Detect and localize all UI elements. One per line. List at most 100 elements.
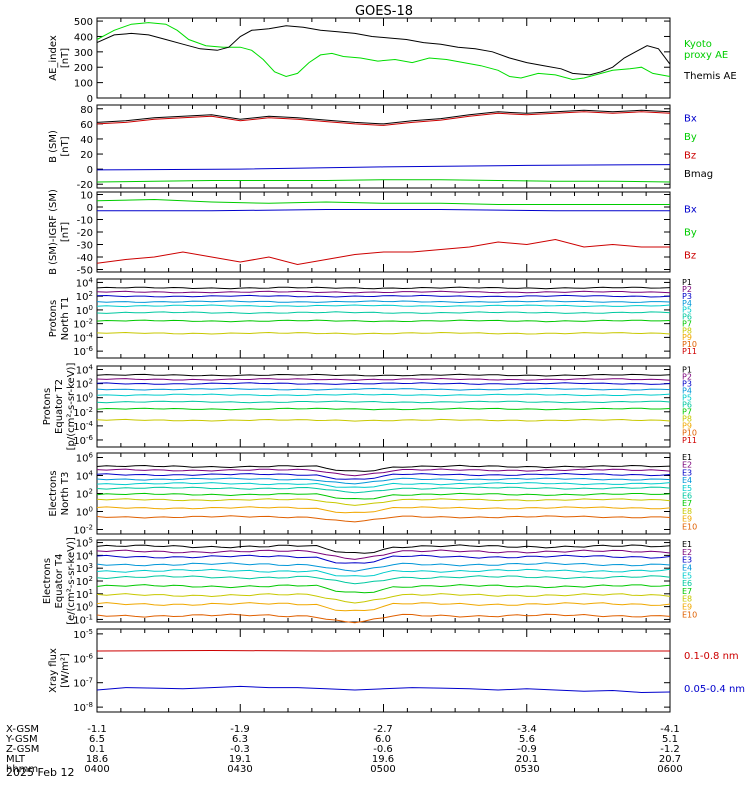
ytick-label: 300	[74, 48, 93, 59]
panel-frame	[96, 17, 671, 99]
chart-title: GOES-18	[355, 4, 413, 19]
channel-line-3	[96, 294, 671, 298]
series-line-1	[96, 164, 671, 171]
xaxis-value: 0400	[84, 764, 109, 775]
legend-label: Themis AE	[683, 71, 737, 82]
channel-line-9	[96, 602, 671, 612]
xaxis-value: 5.1	[662, 734, 678, 745]
legend-label: Kyoto	[684, 39, 712, 50]
ylabel: North T1	[60, 297, 71, 341]
ytick-label: 10-2	[73, 406, 93, 419]
channel-line-3	[96, 382, 671, 385]
ytick-label: 10-4	[73, 331, 93, 344]
legend-label: P7	[682, 319, 692, 328]
channel-line-6	[96, 311, 671, 315]
xaxis-value: 5.6	[519, 734, 535, 745]
ytick-label: 100	[74, 79, 93, 90]
legend-label: E6	[682, 579, 692, 588]
channel-line-10	[96, 613, 671, 624]
legend-label: P9	[682, 422, 692, 431]
xaxis-value: -1.2	[660, 744, 680, 755]
legend-label: E4	[682, 476, 692, 485]
channel-line-6	[96, 400, 671, 404]
series-line-1	[97, 209, 670, 212]
ytick-label: -50	[77, 266, 93, 277]
ytick-label: 10-6	[73, 652, 93, 665]
ytick-label: 105	[76, 537, 93, 550]
legend-label: P3	[682, 379, 692, 388]
channel-line-5	[96, 393, 671, 397]
legend-label: E6	[682, 492, 692, 501]
legend-label: P1	[682, 365, 692, 374]
xaxis-row-label: Y-GSM	[5, 734, 38, 745]
xaxis-row-label: MLT	[6, 754, 26, 765]
legend-label: E3	[682, 468, 692, 477]
channel-line-9	[96, 506, 671, 514]
ytick-label: 20	[80, 150, 93, 161]
xaxis-value: -1.9	[230, 724, 250, 735]
channel-line-8	[96, 498, 671, 506]
legend-label: P4	[682, 386, 692, 395]
legend-label: By	[684, 132, 697, 143]
legend-label: E8	[682, 595, 692, 604]
ytick-label: 40	[80, 135, 93, 146]
channel-line-6	[96, 486, 671, 494]
legend-label: P2	[682, 285, 692, 294]
date-label: 2025 Feb 12	[6, 766, 74, 779]
panel-2: -20 0 20 40 60 80 B (SM) [nT] Bx By Bz Bmag	[48, 104, 713, 191]
channel-line-4	[96, 477, 671, 485]
ytick-label: 10	[80, 191, 93, 202]
ylabel: [p/(cm²-s-sr-keV)]	[66, 363, 77, 451]
channel-line-1	[96, 464, 671, 472]
ylabel: [nT]	[60, 48, 71, 68]
channel-line-3	[96, 472, 671, 480]
channel-line-2	[96, 377, 671, 381]
ytick-label: -30	[77, 241, 93, 252]
ytick-label: 10-1	[73, 613, 93, 626]
legend-label: E2	[682, 548, 692, 557]
legend-label: E5	[682, 571, 692, 580]
xaxis-value: -0.9	[517, 744, 537, 755]
xaxis-value: 0530	[514, 764, 539, 775]
legend-label: P2	[682, 372, 692, 381]
ytick-label: 103	[76, 562, 93, 575]
ytick-label: 102	[76, 575, 93, 588]
ytick-label: 102	[76, 488, 93, 501]
legend-label: P8	[682, 415, 692, 424]
ylabel: Xray flux	[48, 648, 59, 693]
ytick-label: 0	[87, 203, 93, 214]
xaxis-value: -2.7	[373, 724, 393, 735]
ylabel: [nT]	[60, 136, 71, 156]
ylabel: Protons	[42, 388, 53, 425]
ylabel: Electrons	[48, 470, 59, 516]
ytick-label: 100	[76, 304, 93, 317]
panel-frame	[96, 628, 671, 713]
legend-label: By	[684, 227, 697, 238]
ytick-label: 60	[80, 120, 93, 131]
xaxis-value: 18.6	[86, 754, 108, 765]
panel-3: -50 -40-30 -20-10 010 B (SM)-IGRF (SM) [nT] Bx…	[48, 189, 697, 276]
legend-label: Bmag	[684, 169, 713, 180]
ytick-label: 104	[76, 549, 94, 562]
xaxis-value: -3.4	[517, 724, 537, 735]
legend-label: P11	[682, 347, 697, 356]
xaxis-value: 0500	[370, 764, 395, 775]
channel-line-6	[96, 575, 671, 585]
xaxis-value: -0.3	[230, 744, 250, 755]
panel-8: 10-5 10-6 10-7 10-8 Xray flux [W/m²] 0.1-0.8 n…	[48, 628, 745, 714]
ytick-label: 10-6	[73, 434, 93, 447]
channel-line-7	[96, 492, 671, 500]
legend-label: 0.1-0.8 nm	[684, 651, 739, 662]
channel-line-10	[96, 515, 671, 523]
series-line-4	[96, 109, 671, 125]
xaxis-value: 0600	[657, 764, 682, 775]
legend-label: E9	[682, 603, 692, 612]
ytick-label: 10-5	[73, 628, 93, 641]
ytick-label: 0	[87, 94, 93, 105]
ytick-label: -20	[77, 228, 93, 239]
ytick-label: 10-2	[73, 524, 93, 537]
ytick-label: 10-6	[73, 345, 93, 358]
